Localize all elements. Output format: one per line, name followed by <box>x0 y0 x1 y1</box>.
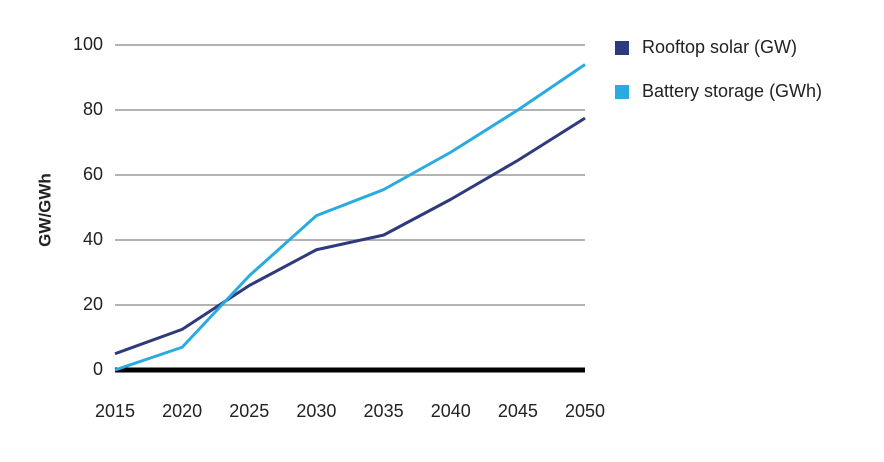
legend-swatch <box>615 85 629 99</box>
y-tick-label: 20 <box>83 294 103 314</box>
y-tick-label: 0 <box>93 359 103 379</box>
y-tick-label: 40 <box>83 229 103 249</box>
y-tick-label: 80 <box>83 99 103 119</box>
y-tick-label: 60 <box>83 164 103 184</box>
x-tick-label: 2035 <box>364 401 404 421</box>
x-tick-label: 2050 <box>565 401 605 421</box>
y-axis-title: GW/GWh <box>35 173 54 247</box>
x-tick-label: 2020 <box>162 401 202 421</box>
x-tick-label: 2045 <box>498 401 538 421</box>
x-tick-label: 2040 <box>431 401 471 421</box>
x-tick-label: 2015 <box>95 401 135 421</box>
legend-swatch <box>615 41 629 55</box>
y-tick-label: 100 <box>73 34 103 54</box>
x-tick-label: 2030 <box>296 401 336 421</box>
series-line <box>114 116 586 356</box>
legend-label: Rooftop solar (GW) <box>642 37 797 57</box>
x-tick-label: 2025 <box>229 401 269 421</box>
series-line <box>114 63 586 372</box>
legend-label: Battery storage (GWh) <box>642 81 822 101</box>
